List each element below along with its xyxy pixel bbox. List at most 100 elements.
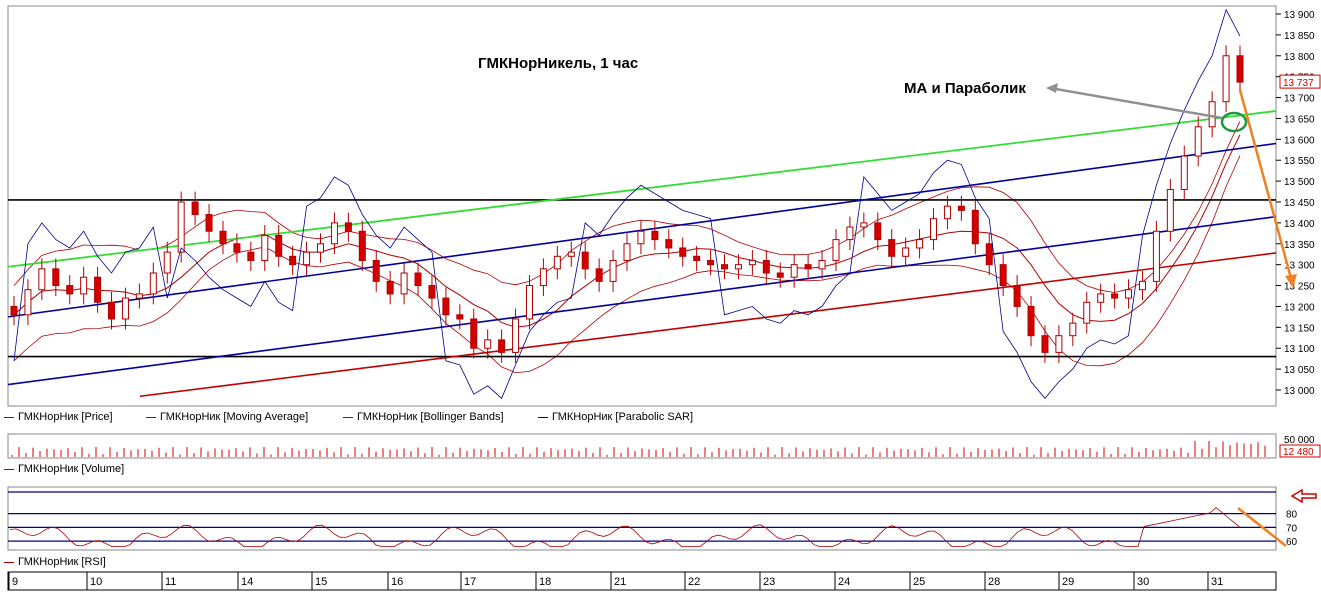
candle-body xyxy=(874,222,882,241)
candle-body xyxy=(24,289,32,316)
x-axis-label: 21 xyxy=(614,576,626,588)
candle-body xyxy=(358,230,366,261)
price-tick-label: 13 800 xyxy=(1284,52,1315,63)
candle-body xyxy=(10,305,18,316)
candle-body xyxy=(219,230,227,245)
candle-body xyxy=(581,251,589,270)
grey-annotation-arrow xyxy=(1049,86,1223,120)
candle-body xyxy=(38,268,46,291)
candle-body xyxy=(135,293,143,299)
candle-body xyxy=(344,222,352,232)
price-tick-label: 13 000 xyxy=(1284,386,1315,397)
x-axis-label: 18 xyxy=(539,576,551,588)
candle-body xyxy=(707,259,715,266)
candle-body xyxy=(609,259,617,282)
candle-body xyxy=(163,251,171,274)
candle-body xyxy=(832,239,840,261)
candle-body xyxy=(289,255,297,266)
x-axis-label: 10 xyxy=(90,576,102,588)
candle-body xyxy=(693,255,701,261)
price-tick-label: 13 400 xyxy=(1284,219,1315,230)
candle-body xyxy=(1097,293,1105,303)
candle-body xyxy=(943,205,951,220)
candle-body xyxy=(233,243,241,253)
volume-tick-label: 50 000 xyxy=(1284,435,1315,446)
last-price-box xyxy=(1279,74,1321,89)
legend-bollinger-label: ГМКНорНик [Bollinger Bands] xyxy=(357,411,504,423)
green-trend-line xyxy=(7,110,1277,268)
price-tick-label: 13 300 xyxy=(1284,261,1315,272)
legend-price: ГМКНорНик [Price] xyxy=(4,411,113,423)
candle-body xyxy=(804,264,812,270)
x-axis-label: 15 xyxy=(315,576,327,588)
price-tick-label: 13 350 xyxy=(1284,240,1315,251)
candles xyxy=(10,45,1244,363)
candle-body xyxy=(971,209,979,245)
trend-lines xyxy=(7,110,1277,398)
candle-body xyxy=(637,230,645,245)
candle-body xyxy=(1194,126,1202,157)
x-axis-label: 31 xyxy=(1211,576,1223,588)
orange-rsi-arrow xyxy=(1237,507,1287,547)
rsi-marker-arrow xyxy=(1290,488,1317,504)
blue-lower-channel xyxy=(7,215,1277,386)
chart-title: ГМКНорНикель, 1 час xyxy=(478,55,639,72)
last-price-label: 13 737 xyxy=(1283,78,1314,89)
rsi-tick-label: 80 xyxy=(1286,510,1298,521)
candle-body xyxy=(428,285,436,299)
candle-body xyxy=(1222,55,1230,103)
rsi-line xyxy=(9,507,1241,548)
candle-body xyxy=(748,259,756,266)
candle-body xyxy=(498,339,506,353)
x-axis-label: 25 xyxy=(913,576,925,588)
price-tick-label: 13 450 xyxy=(1284,198,1315,209)
price-tick-label: 13 150 xyxy=(1284,323,1315,334)
candle-body xyxy=(734,264,742,270)
candle-body xyxy=(651,230,659,241)
ma-parabolic-annotation: МА и Параболик xyxy=(904,80,1026,97)
candle-body xyxy=(846,226,854,241)
candle-body xyxy=(1208,101,1216,128)
candle-body xyxy=(1069,322,1077,337)
x-axis-label: 17 xyxy=(464,576,476,588)
candle-body xyxy=(1236,55,1244,83)
candle-body xyxy=(790,264,798,278)
x-axis-label: 23 xyxy=(763,576,775,588)
candle-body xyxy=(930,218,937,241)
candle-body xyxy=(317,243,324,253)
candle-body xyxy=(1055,335,1063,353)
price-tick-label: 13 250 xyxy=(1284,282,1315,293)
candle-body xyxy=(372,259,380,282)
candle-body xyxy=(108,301,116,320)
candle-body xyxy=(94,276,102,303)
grey-arrow-head xyxy=(1046,83,1058,93)
price-tick-label: 13 100 xyxy=(1284,344,1315,355)
candle-body xyxy=(512,318,520,353)
legend-rsi-label: ГМКНорНик [RSI] xyxy=(18,556,106,568)
candle-body xyxy=(1138,280,1146,291)
candle-body xyxy=(414,272,422,287)
candle-body xyxy=(191,201,199,216)
candle-body xyxy=(665,239,673,249)
candle-body xyxy=(1013,285,1021,307)
candle-body xyxy=(1152,230,1160,282)
legend-volume: ГМКНорНик [Volume] xyxy=(4,463,124,475)
candle-body xyxy=(623,243,631,261)
candle-body xyxy=(525,285,533,320)
candle-body xyxy=(776,272,784,278)
candle-body xyxy=(567,251,575,257)
price-tick-label: 13 500 xyxy=(1284,177,1315,188)
legend-bollinger: ГМКНорНик [Bollinger Bands] xyxy=(343,411,504,423)
x-axis-label: 9 xyxy=(12,576,18,588)
candle-body xyxy=(916,239,924,249)
parabolic-sar-line xyxy=(13,8,1241,400)
price-panel-frame xyxy=(7,5,1277,407)
last-volume-label: 12 480 xyxy=(1283,447,1314,458)
candle-body xyxy=(999,264,1007,287)
bollinger-upper xyxy=(13,121,1241,293)
legend-volume-label: ГМКНорНик [Volume] xyxy=(18,463,125,475)
parabolic-sar xyxy=(13,8,1241,400)
candle-body xyxy=(66,285,74,295)
